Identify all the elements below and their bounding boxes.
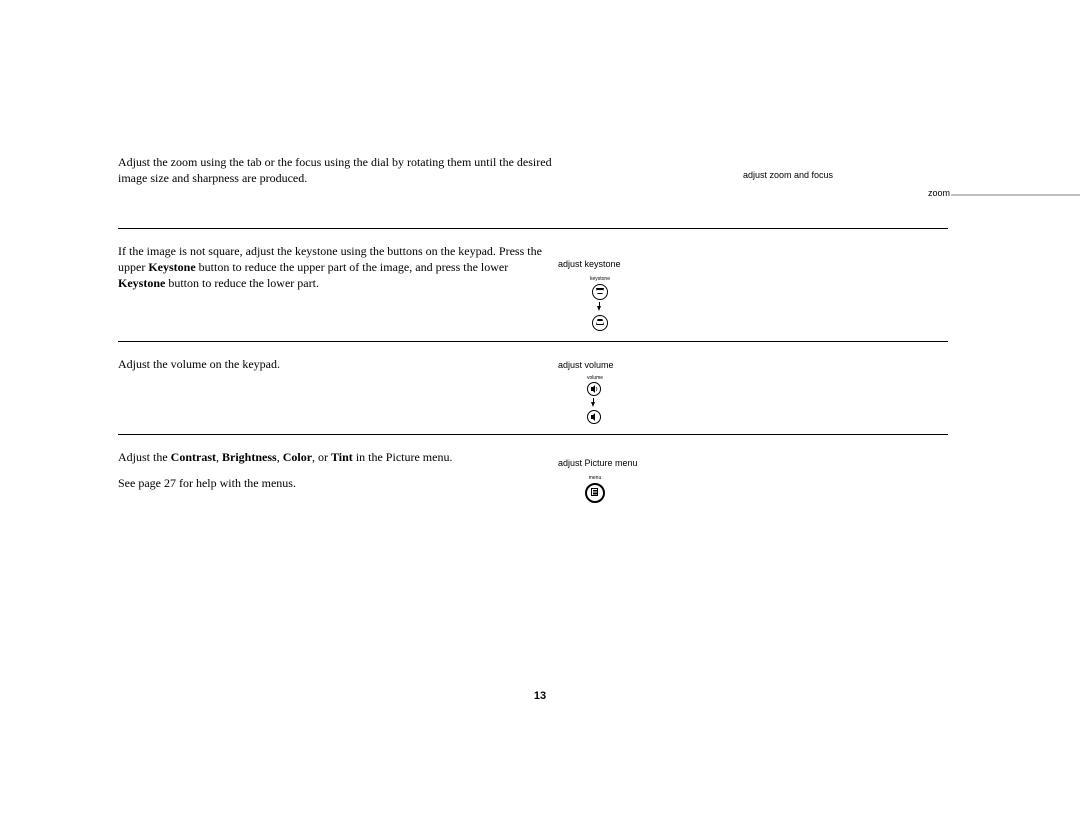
caption-keystone: adjust keystone — [558, 259, 621, 269]
bold: Brightness — [222, 450, 277, 464]
zoom-line-icon — [951, 192, 1080, 200]
bold: Keystone — [118, 276, 165, 290]
bold: Keystone — [148, 260, 195, 274]
figure-col-1: adjust zoom and focus zoom focus — [558, 140, 990, 240]
figure-col-4: adjust Picture menu menu •• Picture Prev… — [558, 435, 990, 535]
section-picture-menu: Adjust the Contrast, Brightness, Color, … — [118, 435, 990, 555]
volume-down-icon — [587, 410, 601, 424]
volume-up-icon — [587, 382, 601, 396]
figure-col-2: adjust keystone keystone — [558, 229, 990, 329]
keystone-down-icon — [592, 315, 608, 331]
section-volume: Adjust the volume on the keypad. adjust … — [118, 342, 990, 434]
keystone-btn-label: keystone — [585, 276, 615, 282]
body-text-1: Adjust the zoom using the tab or the foc… — [118, 140, 558, 228]
menu-btn-label: menu — [580, 475, 610, 481]
arrow-down-icon — [591, 402, 595, 407]
keystone-up-icon — [592, 284, 608, 300]
section-keystone: If the image is not square, adjust the k… — [118, 229, 990, 341]
menu-button-icon — [585, 483, 605, 503]
bold: Contrast — [171, 450, 216, 464]
bold: Color — [283, 450, 312, 464]
txt: button to reduce the upper part of the i… — [196, 260, 509, 274]
volume-btn-label: volume — [580, 375, 610, 381]
txt: button to reduce the lower part. — [165, 276, 319, 290]
figure-col-3: adjust volume volume — [558, 342, 990, 442]
body-text-3: Adjust the volume on the keypad. — [118, 342, 558, 434]
zoom-label: zoom — [928, 188, 950, 198]
txt: , or — [312, 450, 331, 464]
bold: Tint — [331, 450, 353, 464]
section-zoom-focus: Adjust the zoom using the tab or the foc… — [118, 140, 990, 228]
page-number: 13 — [0, 690, 1080, 702]
caption-zoom-focus: adjust zoom and focus — [743, 170, 833, 180]
arrow-down-icon — [597, 306, 601, 311]
caption-picture-menu: adjust Picture menu — [558, 458, 638, 468]
body-text-4: Adjust the Contrast, Brightness, Color, … — [118, 435, 558, 555]
txt: in the Picture menu. — [353, 450, 453, 464]
txt: Adjust the — [118, 450, 171, 464]
txt: See page 27 for help with the menus. — [118, 475, 558, 491]
caption-volume: adjust volume — [558, 360, 614, 370]
body-text-2: If the image is not square, adjust the k… — [118, 229, 558, 341]
